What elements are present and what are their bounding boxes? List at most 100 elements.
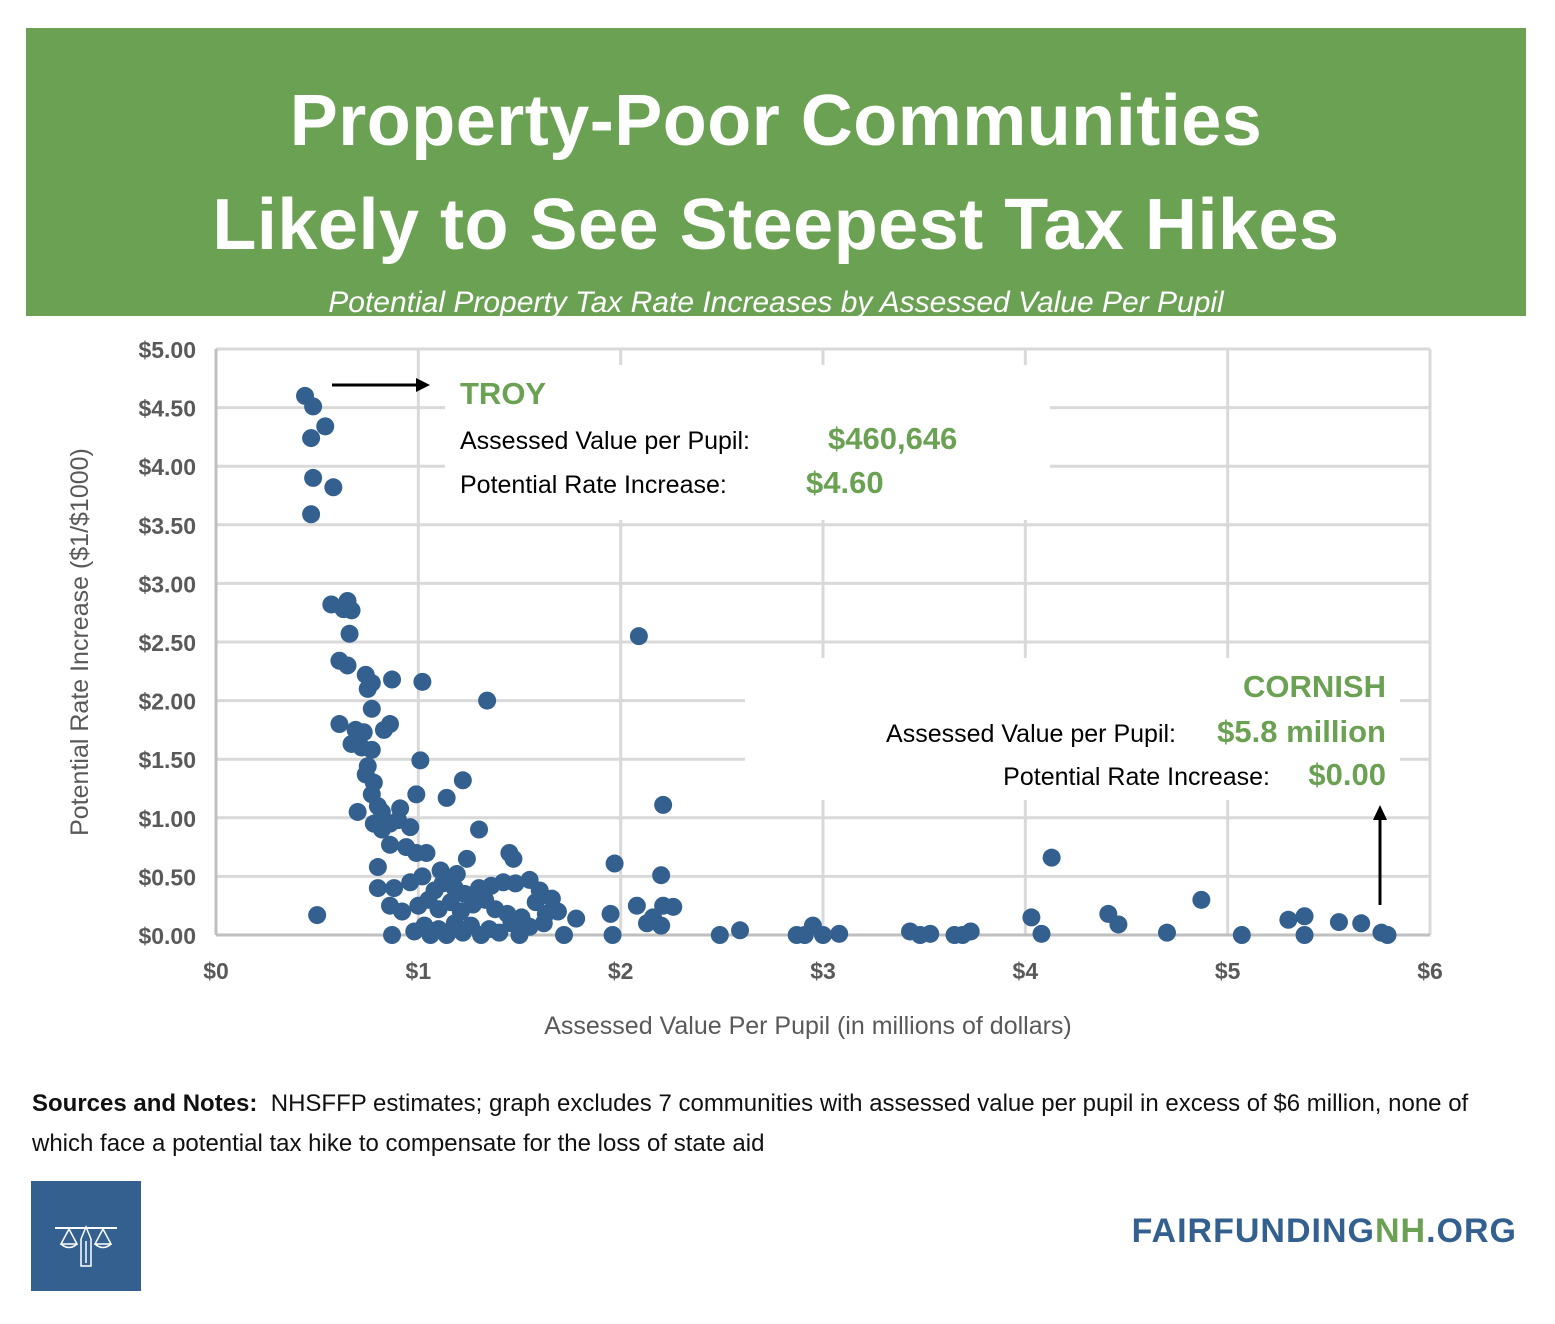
cornish-label: CORNISH xyxy=(1243,669,1386,704)
data-point xyxy=(362,674,381,693)
data-point xyxy=(368,879,387,898)
data-point xyxy=(629,627,648,646)
data-point xyxy=(354,723,373,742)
y-tick-label: $4.00 xyxy=(138,454,196,480)
x-tick-label: $0 xyxy=(203,958,229,984)
data-point xyxy=(921,924,940,943)
sources-and-notes: Sources and Notes: NHSFFP estimates; gra… xyxy=(32,1084,1522,1164)
scales-and-pencil-icon xyxy=(55,1225,117,1267)
cornish-rate: $0.00 xyxy=(1308,757,1386,792)
data-point xyxy=(302,429,321,448)
x-tick-label: $1 xyxy=(406,958,432,984)
data-point xyxy=(627,896,646,915)
data-point xyxy=(1042,848,1061,867)
data-points xyxy=(296,386,1397,944)
data-point xyxy=(652,916,671,935)
data-point xyxy=(447,865,466,884)
data-point xyxy=(1352,914,1371,933)
data-point xyxy=(362,740,381,759)
data-point xyxy=(383,670,402,689)
data-point xyxy=(457,849,476,868)
data-point xyxy=(567,909,586,928)
y-tick-label: $4.50 xyxy=(138,396,196,422)
data-point xyxy=(652,866,671,885)
y-tick-label: $3.00 xyxy=(138,571,196,597)
y-tick-label: $3.50 xyxy=(138,513,196,539)
data-point xyxy=(385,879,404,898)
cornish-value: $5.8 million xyxy=(1217,714,1386,749)
data-point xyxy=(308,906,327,925)
data-point xyxy=(348,802,367,821)
data-point xyxy=(555,926,574,944)
y-axis-label: Potential Rate Increase ($1/$1000) xyxy=(66,448,94,836)
cornish-value-label: Assessed Value per Pupil: xyxy=(886,720,1176,748)
data-point xyxy=(413,867,432,886)
data-point xyxy=(637,914,656,933)
data-point xyxy=(304,468,323,487)
cornish-rate-label: Potential Rate Increase: xyxy=(1003,763,1270,791)
data-point xyxy=(520,917,539,936)
data-point xyxy=(1032,924,1051,943)
x-tick-label: $6 xyxy=(1417,958,1443,984)
y-tick-label: $5.00 xyxy=(138,337,196,363)
website-brand[interactable]: FAIRFUNDINGNH.ORG xyxy=(1132,1212,1517,1251)
data-point xyxy=(526,893,545,912)
chart-title-line2: Likely to See Steepest Tax Hikes xyxy=(212,185,1340,265)
data-point xyxy=(383,926,402,944)
data-point xyxy=(453,771,472,790)
data-point xyxy=(654,795,673,814)
data-point xyxy=(1022,908,1041,927)
title-banner: Property-Poor Communities Likely to See … xyxy=(26,28,1526,319)
data-point xyxy=(1329,913,1348,932)
brand-part1: FAIRFUNDING xyxy=(1131,1212,1375,1250)
data-point xyxy=(304,397,323,416)
data-point xyxy=(324,478,343,497)
data-point xyxy=(1295,926,1314,944)
data-point xyxy=(605,854,624,873)
troy-value: $460,646 xyxy=(828,421,957,456)
troy-label: TROY xyxy=(460,376,546,411)
brand-part2: NH xyxy=(1374,1212,1427,1250)
data-point xyxy=(330,715,349,734)
data-point xyxy=(830,924,849,943)
x-tick-label: $4 xyxy=(1013,958,1039,984)
data-point xyxy=(1192,890,1211,909)
y-tick-labels: $0.00 $0.50 $1.00 $1.50 $2.00 $2.50 $3.00 $3.50… xyxy=(138,337,196,949)
troy-arrow-icon xyxy=(332,378,430,392)
data-point xyxy=(437,788,456,807)
data-point xyxy=(413,672,432,691)
data-point xyxy=(603,926,622,944)
data-point xyxy=(316,417,335,436)
scatter-chart: $0.00 $0.50 $1.00 $1.50 $2.00 $2.50 $3.00 $3.50… xyxy=(66,337,1443,1040)
data-point xyxy=(374,720,393,739)
y-tick-label: $2.00 xyxy=(138,689,196,715)
data-point xyxy=(368,858,387,877)
troy-rate-label: Potential Rate Increase: xyxy=(460,471,727,499)
data-point xyxy=(393,902,412,921)
data-point xyxy=(534,914,553,933)
data-point xyxy=(814,926,832,944)
logo xyxy=(31,1181,141,1291)
chart-subtitle: Potential Property Tax Rate Increases by… xyxy=(328,286,1224,319)
data-point xyxy=(1378,926,1397,944)
y-tick-label: $1.50 xyxy=(138,747,196,773)
data-point xyxy=(342,601,361,620)
data-point xyxy=(548,902,567,921)
y-tick-label: $1.00 xyxy=(138,806,196,832)
data-point xyxy=(710,926,729,944)
x-tick-label: $2 xyxy=(608,958,634,984)
data-point xyxy=(338,656,357,675)
notes-text: NHSFFP estimates; graph excludes 7 commu… xyxy=(32,1090,1469,1157)
data-point xyxy=(731,921,750,940)
y-tick-label: $0.50 xyxy=(138,864,196,890)
data-point xyxy=(362,699,381,718)
gridlines xyxy=(216,347,1432,935)
x-tick-label: $3 xyxy=(810,958,836,984)
data-point xyxy=(1295,907,1314,926)
y-tick-label: $2.50 xyxy=(138,630,196,656)
data-point xyxy=(490,923,509,942)
data-point xyxy=(601,904,620,923)
data-point xyxy=(1232,926,1251,944)
y-tick-label: $0.00 xyxy=(138,923,196,949)
data-point xyxy=(506,874,525,893)
